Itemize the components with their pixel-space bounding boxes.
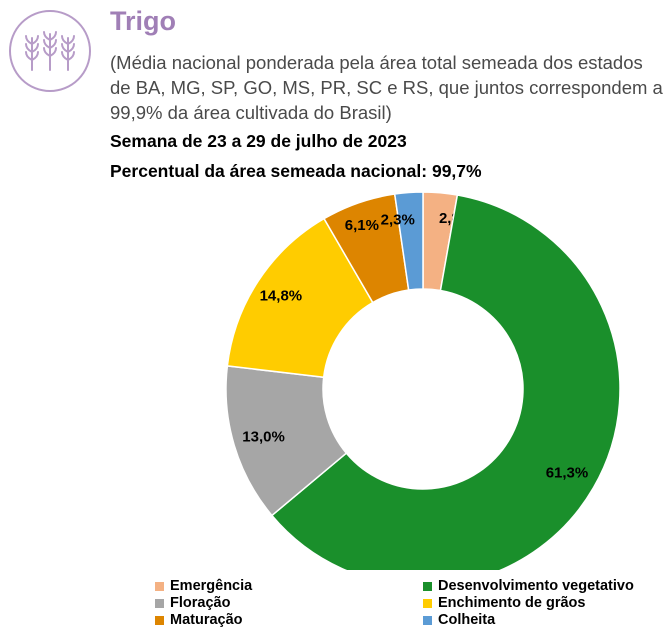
legend-item: Enchimento de grãos — [423, 595, 667, 612]
legend-item: Desenvolvimento vegetativo — [423, 578, 667, 595]
legend-label: Maturação — [170, 612, 243, 628]
slice-data-label: 13,0% — [242, 429, 285, 446]
page-title: Trigo — [110, 6, 176, 36]
legend-swatch — [423, 582, 432, 591]
slice-data-label: 14,8% — [260, 288, 303, 305]
area-percentage-label: Percentual da área semeada nacional: 99,… — [110, 161, 482, 181]
legend-item: Emergência — [155, 578, 423, 595]
legend-label: Colheita — [438, 612, 496, 628]
legend-label: Desenvolvimento vegetativo — [438, 578, 634, 594]
legend-swatch — [423, 616, 432, 625]
slice-data-label: 6,1% — [345, 217, 379, 234]
legend-item: Floração — [155, 595, 423, 612]
wheat-icon — [9, 10, 91, 92]
legend-label: Emergência — [170, 578, 253, 594]
slice-data-label: 61,3% — [546, 464, 589, 481]
donut-chart: 2,8%61,3%13,0%14,8%6,1%2,3% — [225, 191, 621, 570]
legend-label: Floração — [170, 595, 231, 611]
legend-item: Maturação — [155, 612, 423, 629]
slice-data-label: 2,3% — [381, 211, 415, 228]
chart-legend: Emergência Desenvolvimento vegetativo Flor… — [155, 578, 667, 629]
legend-item: Colheita — [423, 612, 667, 629]
slice-colheita — [393, 191, 424, 291]
legend-swatch — [155, 616, 164, 625]
legend-swatch — [155, 582, 164, 591]
legend-label: Enchimento de grãos — [438, 595, 586, 611]
legend-swatch — [155, 599, 164, 608]
slice-desenvolvimento-vegetativo — [270, 194, 621, 570]
legend-swatch — [423, 599, 432, 608]
subtitle: (Média nacional ponderada pela área tota… — [110, 52, 663, 123]
week-label: Semana de 23 a 29 de julho de 2023 — [110, 131, 407, 151]
